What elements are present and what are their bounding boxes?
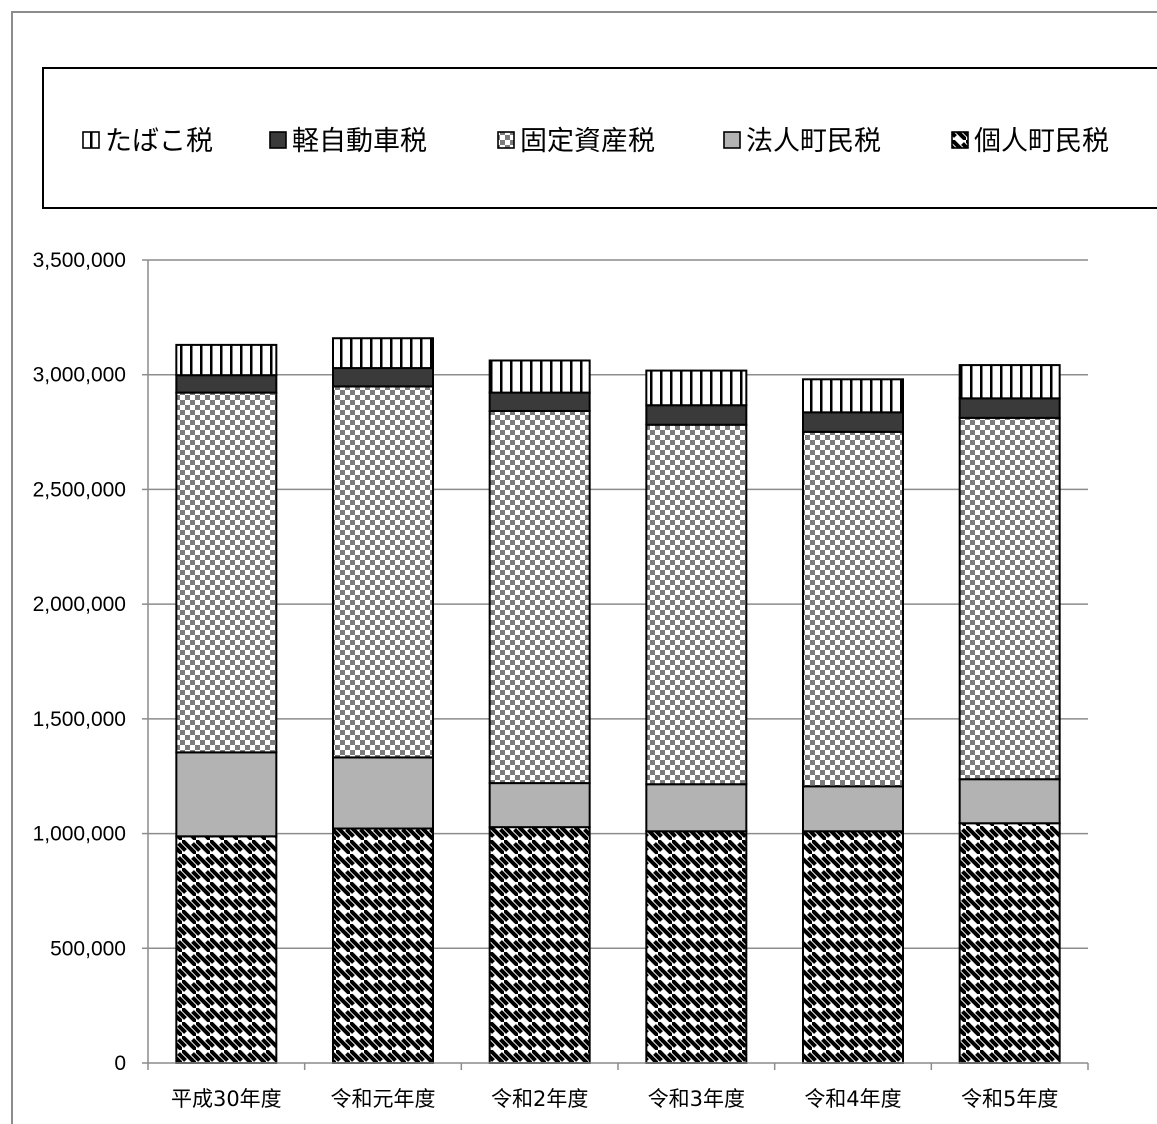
y-tick-label: 3,500,000 bbox=[33, 249, 126, 272]
bar-segment-2-4 bbox=[332, 367, 434, 388]
legend-swatch-2 bbox=[269, 131, 287, 149]
bar-segment-4-2 bbox=[645, 783, 748, 833]
y-tick-label: 1,000,000 bbox=[33, 823, 126, 846]
legend-swatch-3 bbox=[497, 131, 515, 149]
bar-segment-5-1 bbox=[802, 830, 904, 1065]
legend-swatch-5 bbox=[951, 131, 969, 149]
legend-label-2: 軽自動車税 bbox=[292, 126, 427, 157]
bar-segment-1-3 bbox=[175, 391, 278, 754]
y-tick-label: 2,000,000 bbox=[33, 593, 126, 616]
bar-segment-2-2 bbox=[332, 756, 434, 830]
bar-segment-3-5 bbox=[488, 359, 591, 394]
bar-segment-6-3 bbox=[958, 416, 1061, 781]
legend-swatch-4 bbox=[723, 131, 741, 149]
chart-area-border bbox=[11, 11, 1157, 1124]
bar-segment-5-4 bbox=[802, 411, 904, 433]
bar-segment-2-1 bbox=[332, 827, 434, 1064]
bar-segment-4-3 bbox=[645, 423, 748, 786]
bar-segment-3-3 bbox=[488, 409, 591, 785]
y-tick-label: 1,500,000 bbox=[33, 708, 126, 731]
bar-segment-3-1 bbox=[488, 826, 591, 1064]
legend-swatch-1 bbox=[82, 131, 100, 149]
bar-segment-6-2 bbox=[958, 778, 1061, 825]
x-category-label: 令和元年度 bbox=[331, 1087, 436, 1111]
bar-segment-4-5 bbox=[645, 369, 748, 407]
bar-segment-5-3 bbox=[802, 430, 904, 788]
y-tick-label: 500,000 bbox=[50, 937, 126, 960]
bar-segment-2-3 bbox=[332, 385, 434, 759]
bar-segment-6-4 bbox=[958, 397, 1061, 419]
bar-segment-6-5 bbox=[958, 364, 1061, 400]
x-category-label: 令和3年度 bbox=[648, 1087, 745, 1111]
bar-segment-6-1 bbox=[958, 822, 1061, 1064]
y-tick-label: 0 bbox=[114, 1052, 126, 1075]
bar-segment-4-1 bbox=[645, 830, 748, 1065]
legend-box bbox=[42, 67, 1157, 209]
x-category-label: 令和4年度 bbox=[804, 1087, 901, 1111]
bar-segment-4-4 bbox=[645, 404, 748, 426]
legend-label-3: 固定資産税 bbox=[520, 126, 655, 157]
x-category-label: 令和2年度 bbox=[491, 1087, 588, 1111]
legend-label-5: 個人町民税 bbox=[974, 126, 1109, 157]
legend-label-1: たばこ税 bbox=[105, 126, 213, 157]
bar-segment-3-2 bbox=[488, 782, 591, 829]
bar-segment-1-1 bbox=[175, 835, 278, 1065]
x-category-label: 平成30年度 bbox=[171, 1087, 282, 1111]
bar-segment-5-2 bbox=[802, 785, 904, 833]
bar-segment-3-4 bbox=[488, 391, 591, 412]
y-tick-label: 2,500,000 bbox=[33, 478, 126, 501]
bar-segment-1-2 bbox=[175, 751, 278, 838]
bar-segment-1-4 bbox=[175, 374, 278, 394]
bar-segment-2-5 bbox=[332, 337, 434, 370]
x-category-label: 令和5年度 bbox=[961, 1087, 1058, 1111]
y-tick-label: 3,000,000 bbox=[33, 364, 126, 387]
legend-label-4: 法人町民税 bbox=[746, 126, 881, 157]
bar-segment-5-5 bbox=[802, 378, 904, 414]
bar-segment-1-5 bbox=[175, 343, 278, 377]
